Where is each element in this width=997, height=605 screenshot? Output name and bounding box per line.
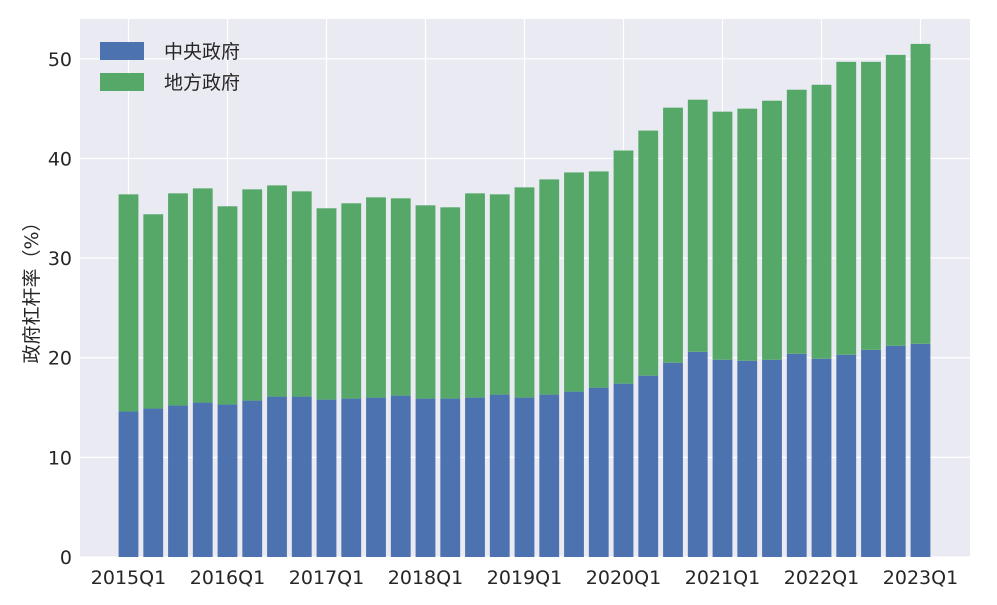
bar-central-government bbox=[885, 345, 906, 557]
bar-local-government bbox=[489, 194, 510, 395]
bar-central-government bbox=[415, 398, 436, 557]
bar-local-government bbox=[737, 108, 758, 361]
x-tick-label: 2022Q1 bbox=[784, 567, 859, 589]
x-tick-label: 2021Q1 bbox=[685, 567, 760, 589]
bar-local-government bbox=[267, 185, 287, 397]
bar-central-government bbox=[242, 400, 263, 557]
bar-local-government bbox=[539, 179, 560, 395]
legend-label-local: 地方政府 bbox=[164, 72, 240, 94]
bar-local-government bbox=[143, 214, 164, 409]
x-tick-labels: 2015Q1 2016Q1 2017Q1 2018Q1 2019Q1 2020Q1 2021… bbox=[91, 567, 958, 589]
bar-local-government bbox=[440, 207, 461, 399]
y-tick-label: 40 bbox=[48, 148, 72, 170]
bar-central-government bbox=[390, 395, 411, 557]
bar-central-government bbox=[861, 349, 881, 557]
y-tick-label: 10 bbox=[48, 447, 72, 469]
bar-local-government bbox=[366, 197, 386, 398]
bar-local-government bbox=[316, 208, 337, 400]
bar-local-government bbox=[465, 193, 485, 398]
bar-central-government bbox=[712, 359, 733, 557]
bar-central-government bbox=[168, 405, 188, 557]
bar-central-government bbox=[118, 411, 139, 557]
x-tick-label: 2019Q1 bbox=[487, 567, 562, 589]
bar-central-government bbox=[539, 394, 560, 557]
bar-local-government bbox=[564, 172, 584, 392]
bar-local-government bbox=[514, 187, 535, 398]
x-tick-label: 2023Q1 bbox=[883, 567, 958, 589]
bar-local-government bbox=[341, 203, 362, 399]
legend: 中央政府 地方政府 bbox=[100, 41, 240, 94]
bar-local-government bbox=[786, 89, 807, 354]
bar-central-government bbox=[440, 398, 461, 557]
legend-swatch-local bbox=[100, 73, 144, 91]
bar-central-government bbox=[638, 375, 659, 557]
bar-local-government bbox=[762, 100, 782, 360]
bar-local-government bbox=[168, 193, 188, 406]
y-tick-label: 0 bbox=[60, 547, 72, 569]
x-tick-label: 2018Q1 bbox=[388, 567, 463, 589]
bar-local-government bbox=[861, 61, 881, 350]
bar-local-government bbox=[291, 191, 312, 397]
bar-central-government bbox=[514, 397, 535, 557]
bar-central-government bbox=[316, 399, 337, 557]
y-tick-labels: 0 10 20 30 40 50 bbox=[48, 49, 72, 569]
legend-label-central: 中央政府 bbox=[164, 41, 240, 63]
bar-central-government bbox=[465, 397, 485, 557]
bar-local-government bbox=[910, 43, 931, 344]
y-tick-label: 30 bbox=[48, 248, 72, 270]
legend-swatch-central bbox=[100, 42, 144, 60]
bar-local-government bbox=[588, 171, 609, 388]
bar-local-government bbox=[118, 194, 139, 412]
x-tick-label: 2017Q1 bbox=[289, 567, 364, 589]
bar-central-government bbox=[217, 404, 238, 557]
bar-central-government bbox=[366, 397, 386, 557]
bar-local-government bbox=[415, 205, 436, 399]
bar-local-government bbox=[663, 107, 683, 363]
bar-local-government bbox=[390, 198, 411, 396]
bar-central-government bbox=[811, 358, 832, 557]
bar-local-government bbox=[638, 130, 659, 376]
bar-local-government bbox=[885, 54, 906, 346]
bar-central-government bbox=[143, 408, 164, 557]
bar-central-government bbox=[267, 396, 287, 557]
y-tick-label: 20 bbox=[48, 348, 72, 370]
bar-central-government bbox=[687, 351, 708, 557]
bar-central-government bbox=[291, 396, 312, 557]
y-axis-label: 政府杠杆率（%） bbox=[21, 212, 43, 363]
bar-local-government bbox=[613, 150, 634, 384]
bars bbox=[118, 43, 931, 557]
bar-local-government bbox=[192, 188, 213, 403]
bar-central-government bbox=[762, 359, 782, 557]
bar-local-government bbox=[242, 189, 263, 401]
bar-central-government bbox=[663, 362, 683, 557]
bar-central-government bbox=[786, 353, 807, 557]
x-tick-label: 2016Q1 bbox=[190, 567, 265, 589]
bar-central-government bbox=[836, 354, 857, 557]
bar-local-government bbox=[836, 61, 857, 355]
bar-local-government bbox=[712, 111, 733, 360]
bar-local-government bbox=[217, 206, 238, 405]
bar-local-government bbox=[811, 84, 832, 359]
bar-central-government bbox=[341, 398, 362, 557]
x-tick-label: 2020Q1 bbox=[586, 567, 661, 589]
bar-central-government bbox=[737, 360, 758, 557]
x-tick-label: 2015Q1 bbox=[91, 567, 166, 589]
bar-central-government bbox=[192, 402, 213, 557]
bar-central-government bbox=[588, 387, 609, 557]
bar-central-government bbox=[564, 391, 584, 557]
bar-central-government bbox=[489, 394, 510, 557]
bar-local-government bbox=[687, 99, 708, 352]
bar-central-government bbox=[613, 383, 634, 557]
y-tick-label: 50 bbox=[48, 49, 72, 71]
bar-central-government bbox=[910, 343, 931, 557]
